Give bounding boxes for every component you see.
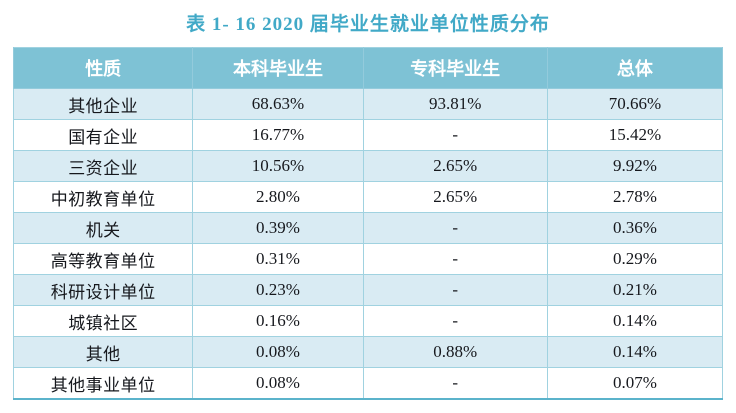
row-label: 三资企业 — [12, 150, 194, 182]
row-label: 科研设计单位 — [12, 274, 194, 306]
column-header-total: 总体 — [546, 47, 724, 89]
cell-total: 0.21% — [546, 274, 724, 306]
cell-total: 9.92% — [546, 150, 724, 182]
row-label: 其他 — [12, 336, 194, 368]
cell-college: - — [362, 212, 548, 244]
cell-total: 0.29% — [546, 243, 724, 275]
row-label: 国有企业 — [12, 119, 194, 151]
row-label: 其他企业 — [12, 88, 194, 120]
cell-undergraduate: 0.39% — [192, 212, 364, 244]
row-label: 机关 — [12, 212, 194, 244]
cell-total: 70.66% — [546, 88, 724, 120]
cell-total: 0.14% — [546, 305, 724, 337]
cell-undergraduate: 0.08% — [192, 336, 364, 368]
cell-total: 0.14% — [546, 336, 724, 368]
row-label: 其他事业单位 — [12, 367, 194, 400]
cell-undergraduate: 2.80% — [192, 181, 364, 213]
cell-total: 2.78% — [546, 181, 724, 213]
row-label: 城镇社区 — [12, 305, 194, 337]
row-label: 中初教育单位 — [12, 181, 194, 213]
table-row: 其他企业 68.63% 93.81% 70.66% — [12, 88, 724, 120]
cell-undergraduate: 0.23% — [192, 274, 364, 306]
table-row: 三资企业 10.56% 2.65% 9.92% — [12, 150, 724, 182]
cell-college: 2.65% — [362, 181, 548, 213]
column-header-college: 专科毕业生 — [362, 47, 548, 89]
cell-college: - — [362, 367, 548, 400]
table-row: 其他 0.08% 0.88% 0.14% — [12, 336, 724, 368]
cell-total: 0.36% — [546, 212, 724, 244]
header-row: 性质 本科毕业生 专科毕业生 总体 — [12, 47, 724, 89]
column-header-nature: 性质 — [12, 47, 194, 89]
employment-unit-nature-table: 性质 本科毕业生 专科毕业生 总体 其他企业 68.63% 93.81% 70.… — [12, 47, 724, 400]
cell-total: 0.07% — [546, 367, 724, 400]
cell-college: 93.81% — [362, 88, 548, 120]
cell-college: 0.88% — [362, 336, 548, 368]
cell-undergraduate: 16.77% — [192, 119, 364, 151]
cell-undergraduate: 10.56% — [192, 150, 364, 182]
cell-college: - — [362, 243, 548, 275]
cell-undergraduate: 0.08% — [192, 367, 364, 400]
cell-undergraduate: 0.31% — [192, 243, 364, 275]
table-row: 机关 0.39% - 0.36% — [12, 212, 724, 244]
table-row: 国有企业 16.77% - 15.42% — [12, 119, 724, 151]
table-row: 城镇社区 0.16% - 0.14% — [12, 305, 724, 337]
table-row: 中初教育单位 2.80% 2.65% 2.78% — [12, 181, 724, 213]
table-row: 科研设计单位 0.23% - 0.21% — [12, 274, 724, 306]
cell-college: - — [362, 274, 548, 306]
cell-college: 2.65% — [362, 150, 548, 182]
cell-undergraduate: 0.16% — [192, 305, 364, 337]
column-header-undergraduate: 本科毕业生 — [192, 47, 364, 89]
cell-total: 15.42% — [546, 119, 724, 151]
table-row: 高等教育单位 0.31% - 0.29% — [12, 243, 724, 275]
cell-college: - — [362, 305, 548, 337]
row-label: 高等教育单位 — [12, 243, 194, 275]
cell-undergraduate: 68.63% — [192, 88, 364, 120]
table-title: 表 1- 16 2020 届毕业生就业单位性质分布 — [186, 14, 550, 35]
table-row: 其他事业单位 0.08% - 0.07% — [12, 367, 724, 400]
cell-college: - — [362, 119, 548, 151]
